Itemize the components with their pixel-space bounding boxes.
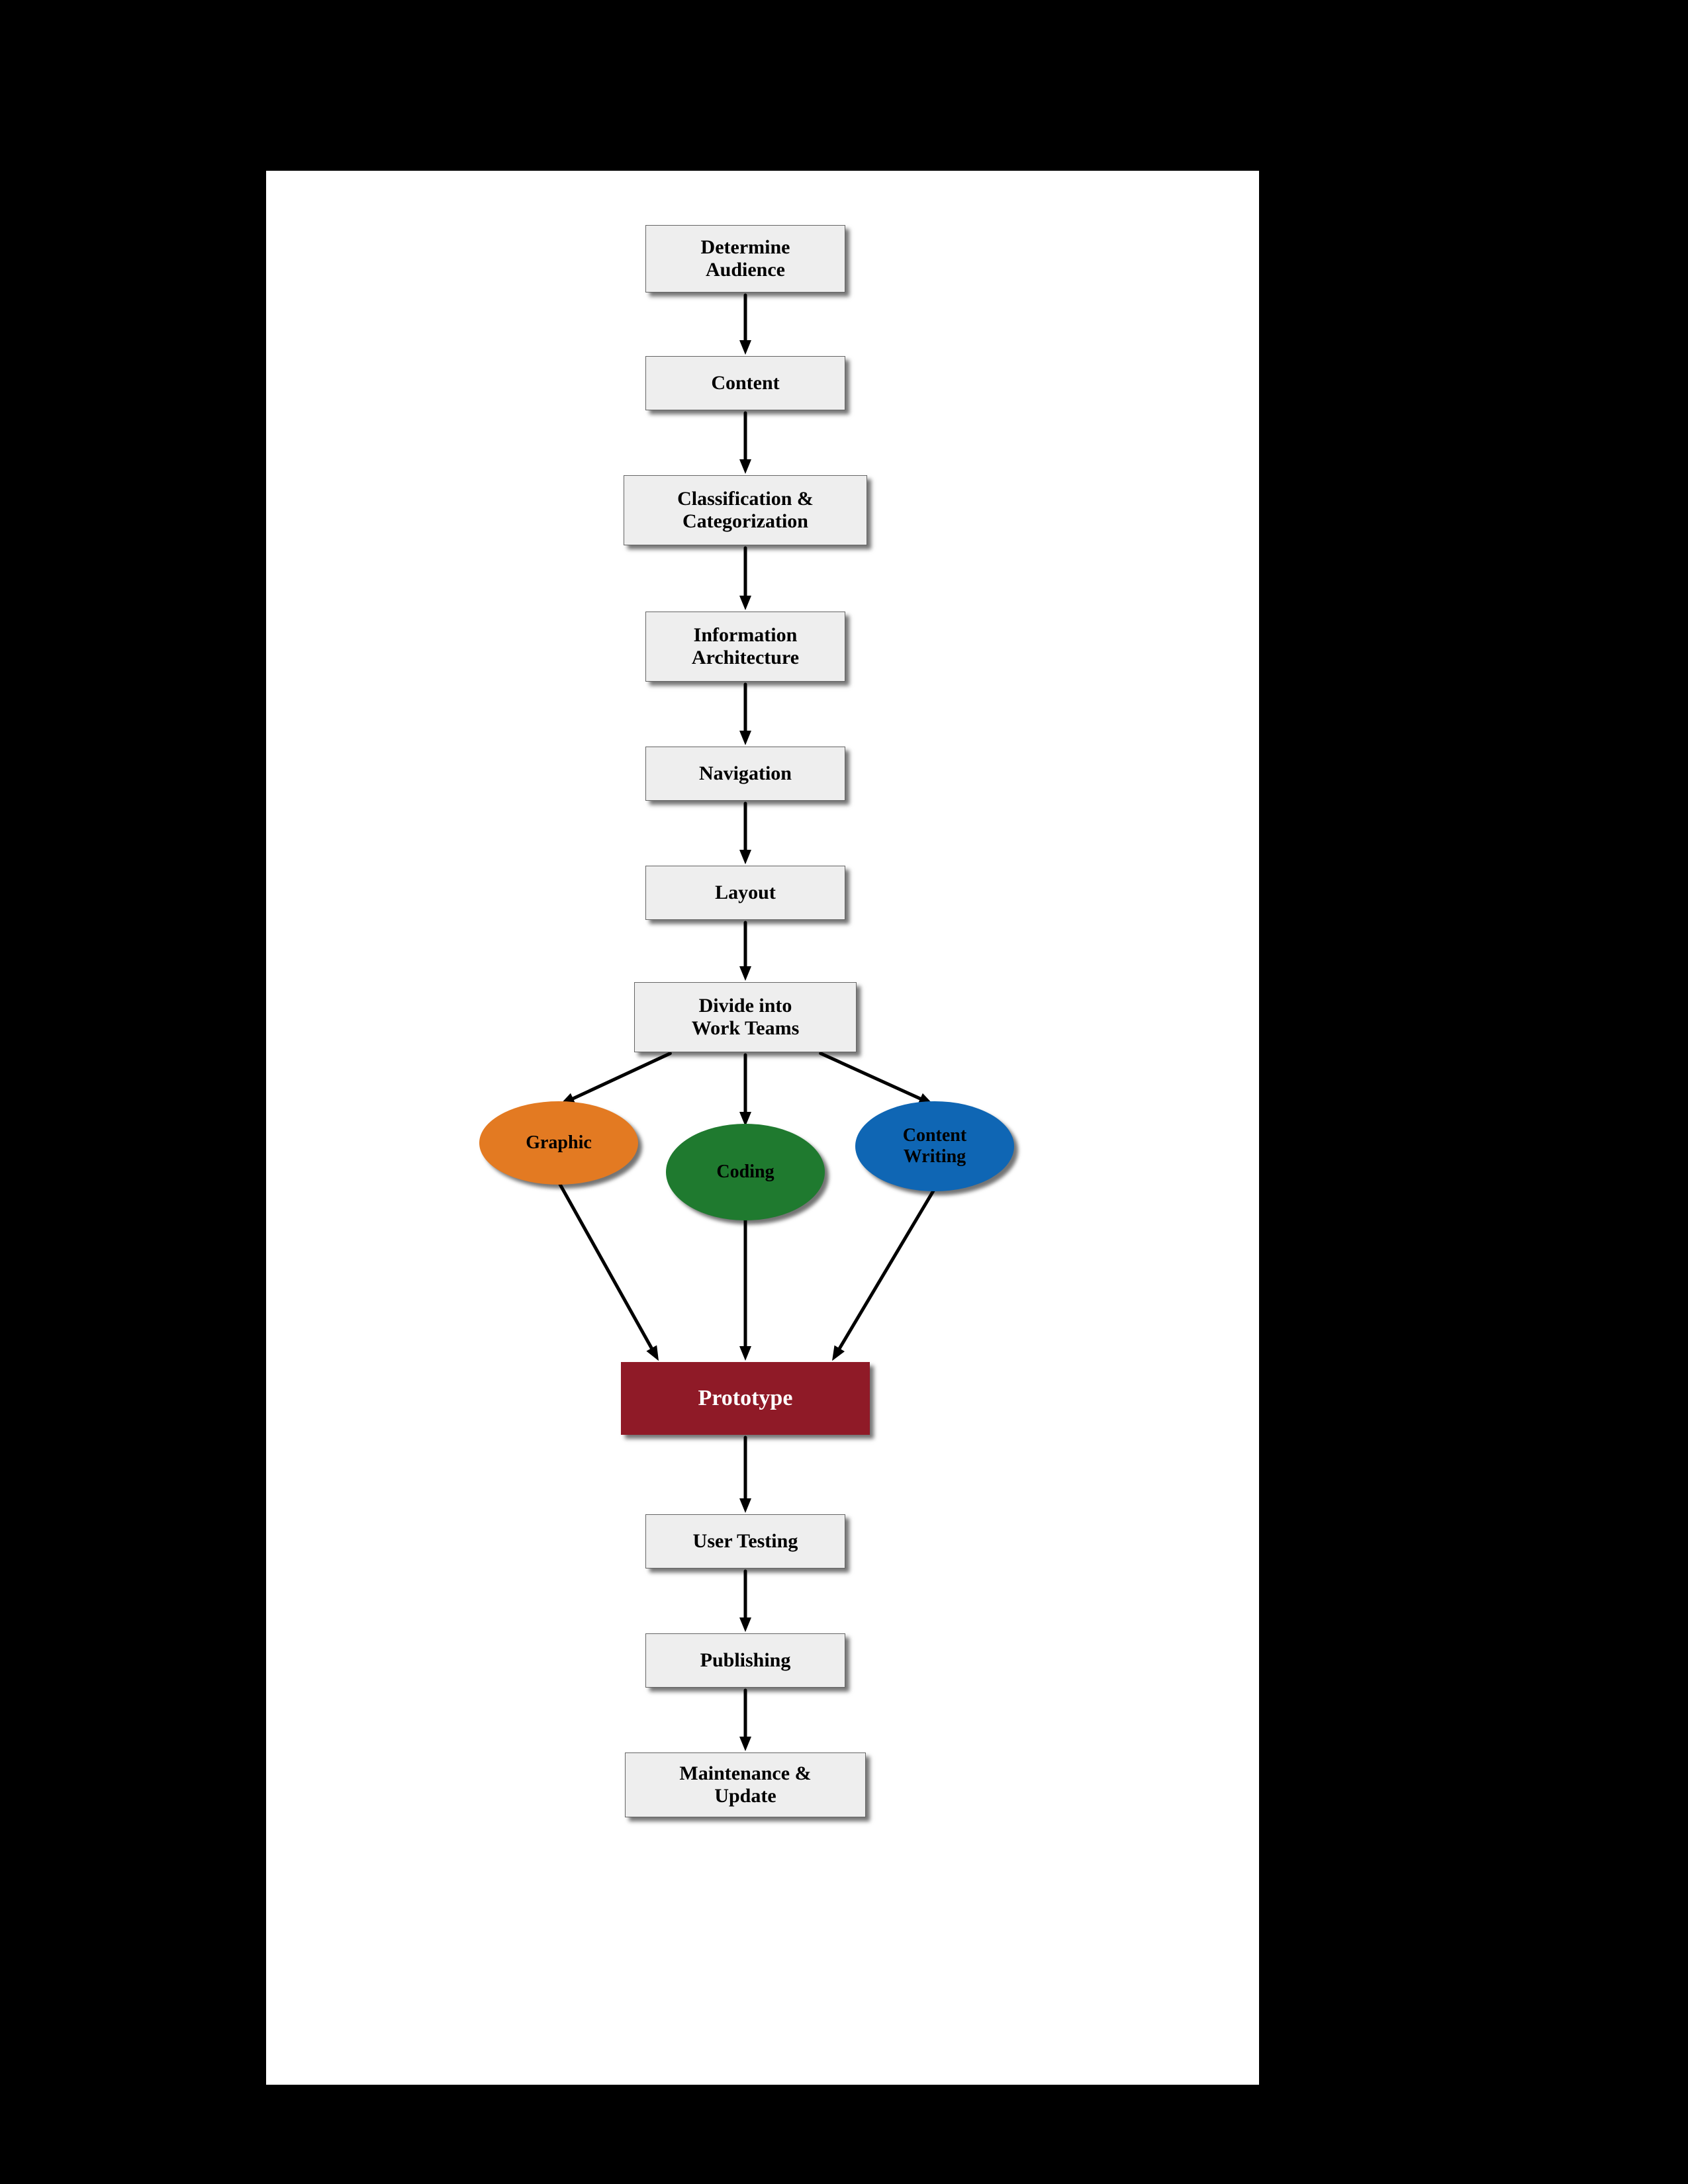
arrow — [739, 295, 751, 355]
arrow — [821, 1054, 934, 1105]
node-infoarch: Information Architecture — [645, 612, 845, 682]
node-label-layout: Layout — [708, 879, 782, 907]
node-label-infoarch: Information Architecture — [685, 621, 806, 672]
node-label-content: Content — [704, 369, 786, 398]
node-divide: Divide into Work Teams — [634, 982, 857, 1052]
node-label-maintain: Maintenance & Update — [673, 1760, 818, 1811]
node-label-graphic: Graphic — [519, 1130, 598, 1156]
arrow — [560, 1184, 659, 1361]
node-label-audience: Determine Audience — [694, 234, 797, 285]
arrow — [739, 684, 751, 745]
node-classify: Classification & Categorization — [624, 475, 867, 545]
node-audience: Determine Audience — [645, 225, 845, 293]
node-coding: Coding — [666, 1124, 825, 1220]
node-graphic: Graphic — [479, 1101, 638, 1185]
node-label-divide: Divide into Work Teams — [685, 992, 806, 1043]
node-label-writing: Content Writing — [896, 1122, 973, 1170]
node-label-navigation: Navigation — [692, 760, 798, 788]
node-navigation: Navigation — [645, 747, 845, 801]
arrow — [832, 1191, 933, 1361]
node-label-classify: Classification & Categorization — [671, 485, 820, 536]
node-publishing: Publishing — [645, 1633, 845, 1688]
node-label-usertest: User Testing — [686, 1527, 805, 1556]
node-label-coding: Coding — [710, 1159, 780, 1185]
arrow — [739, 923, 751, 981]
arrow — [560, 1054, 671, 1105]
arrow — [739, 1571, 751, 1632]
arrow — [739, 1220, 751, 1361]
node-layout: Layout — [645, 866, 845, 920]
node-usertest: User Testing — [645, 1514, 845, 1569]
arrow — [739, 548, 751, 610]
node-label-publishing: Publishing — [694, 1647, 798, 1675]
arrow — [739, 1055, 751, 1126]
node-writing: Content Writing — [855, 1101, 1014, 1191]
node-maintain: Maintenance & Update — [625, 1752, 866, 1817]
node-label-prototype: Prototype — [692, 1383, 800, 1414]
arrow — [739, 413, 751, 474]
arrow — [739, 803, 751, 864]
node-content: Content — [645, 356, 845, 410]
node-prototype: Prototype — [621, 1362, 870, 1435]
arrow — [739, 1437, 751, 1513]
diagram-page: Determine Audience Content Classification … — [266, 171, 1259, 2085]
arrow — [739, 1690, 751, 1751]
